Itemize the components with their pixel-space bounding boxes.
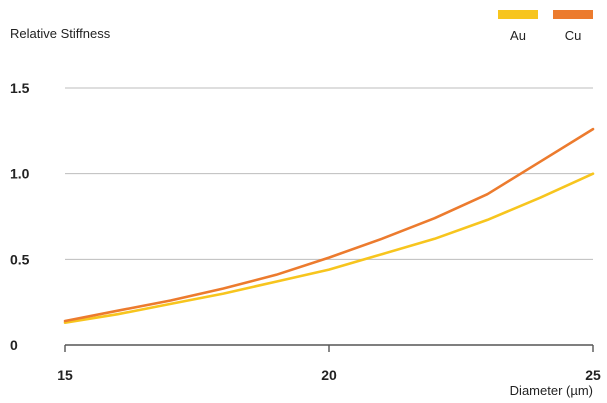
x-tick-label: 15: [57, 367, 73, 383]
y-axis-label: Relative Stiffness: [10, 26, 111, 41]
legend-label-cu: Cu: [565, 28, 582, 43]
x-tick-label: 20: [321, 367, 337, 383]
y-tick-label: 1.0: [10, 166, 30, 182]
x-tick-label: 25: [585, 367, 601, 383]
y-tick-label: 1.5: [10, 80, 30, 96]
legend-swatch-cu: [553, 10, 593, 19]
legend-swatch-au: [498, 10, 538, 19]
series-lines: [63, 127, 595, 325]
series-line-au: [63, 172, 595, 325]
legend: Au Cu: [498, 10, 593, 43]
legend-label-au: Au: [510, 28, 526, 43]
series-line-cu: [63, 127, 595, 323]
y-tick-label: 0.5: [10, 251, 30, 267]
y-tick-labels: 0 0.5 1.0 1.5: [10, 80, 30, 353]
x-tick-labels: 15 20 25: [57, 345, 601, 383]
y-tick-label: 0: [10, 337, 18, 353]
x-axis-label: Diameter (µm): [510, 383, 593, 398]
